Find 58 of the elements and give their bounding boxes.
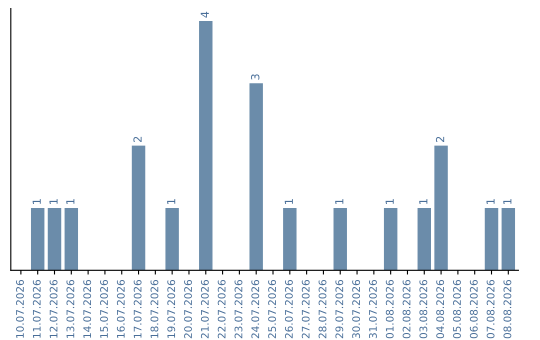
bar xyxy=(249,83,263,270)
x-tick-label: 28.07.2026 xyxy=(318,280,326,338)
bar xyxy=(384,208,398,270)
x-tick-label: 10.07.2026 xyxy=(16,280,24,338)
data-label: 1 xyxy=(335,199,344,204)
data-label: 4 xyxy=(200,12,209,18)
x-tick-label: 22.07.2026 xyxy=(218,280,226,338)
bar xyxy=(283,208,297,270)
bar xyxy=(434,146,448,270)
x-tick-label: 02.08.2026 xyxy=(402,280,410,338)
data-label: 1 xyxy=(167,199,176,204)
x-tick-label: 11.07.2026 xyxy=(32,280,41,338)
x-tick-label: 27.07.2026 xyxy=(302,280,310,338)
x-tick-label: 13.07.2026 xyxy=(66,280,74,338)
x-tick-label: 15.07.2026 xyxy=(100,280,108,338)
x-tick-label: 24.07.2026 xyxy=(251,280,260,338)
x-tick-label: 19.07.2026 xyxy=(167,280,176,338)
bar xyxy=(165,208,179,270)
x-tick-label: 18.07.2026 xyxy=(150,280,158,338)
bar xyxy=(132,146,146,270)
x-tick-label: 25.07.2026 xyxy=(268,280,276,338)
bar xyxy=(334,208,347,270)
data-label: 1 xyxy=(66,199,74,204)
x-tick-label: 04.08.2026 xyxy=(436,280,444,338)
x-tick-label: 20.07.2026 xyxy=(184,280,192,338)
data-label: 2 xyxy=(436,136,444,142)
bar xyxy=(484,208,498,270)
x-tick-label: 01.08.2026 xyxy=(386,280,394,338)
x-tick-label: 05.08.2026 xyxy=(453,280,461,338)
x-tick-label: 23.07.2026 xyxy=(234,280,242,338)
x-tick-label: 29.07.2026 xyxy=(335,280,344,338)
x-tick-label: 06.08.2026 xyxy=(470,280,478,338)
x-tick-label: 26.07.2026 xyxy=(284,280,293,338)
x-tick-label: 21.07.2026 xyxy=(200,280,209,338)
data-label: 2 xyxy=(133,136,142,142)
bar xyxy=(48,208,62,270)
x-tick-label: 03.08.2026 xyxy=(419,280,428,338)
x-tick-label: 31.07.2026 xyxy=(368,280,377,338)
data-label: 3 xyxy=(251,74,260,80)
bar xyxy=(502,208,516,270)
x-tick-label: 16.07.2026 xyxy=(116,280,125,338)
bar xyxy=(418,208,431,270)
x-tick-label: 07.08.2026 xyxy=(486,280,495,338)
bar xyxy=(199,20,212,270)
data-label: 1 xyxy=(419,199,428,204)
x-tick-label: 14.07.2026 xyxy=(83,280,92,338)
x-tick-label: 17.07.2026 xyxy=(134,280,142,338)
bar xyxy=(64,208,78,270)
bar xyxy=(30,208,44,270)
data-label: 1 xyxy=(503,199,512,204)
data-label: 1 xyxy=(284,199,293,204)
x-tick-label: 12.07.2026 xyxy=(50,280,58,338)
x-tick-label: 30.07.2026 xyxy=(352,280,360,338)
x-tick-label: 08.08.2026 xyxy=(503,280,512,338)
data-label: 1 xyxy=(49,199,58,204)
data-label: 1 xyxy=(32,199,41,204)
data-label: 1 xyxy=(486,199,495,204)
data-label: 1 xyxy=(386,199,394,204)
